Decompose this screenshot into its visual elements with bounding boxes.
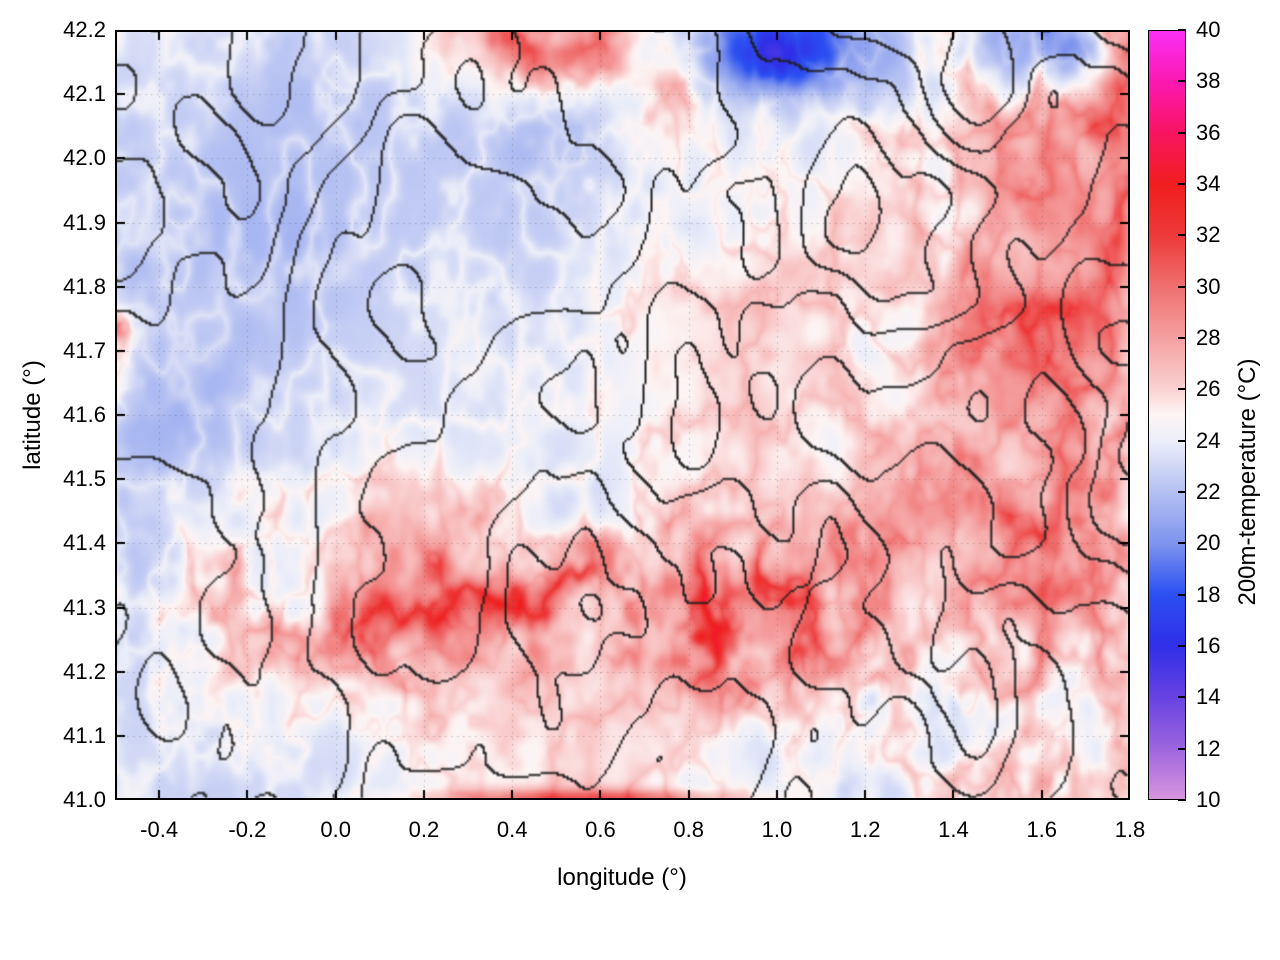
- temperature-heatmap-canvas: [115, 30, 1130, 800]
- y-tick-label: 41.3: [63, 594, 106, 620]
- y-tick-label: 42.0: [63, 145, 106, 171]
- colorbar-tick-label: 28: [1196, 325, 1221, 350]
- y-tick-label: 42.2: [63, 17, 106, 42]
- colorbar-tick-label: 18: [1196, 581, 1221, 607]
- x-tick-label: 0.6: [585, 817, 616, 842]
- colorbar-tick-label: 34: [1196, 171, 1221, 196]
- colorbar-tick-label: 30: [1196, 273, 1221, 299]
- x-tick-label: -0.4: [140, 817, 179, 842]
- y-tick-label: 42.1: [63, 81, 106, 107]
- y-tick-label: 41.9: [63, 209, 106, 235]
- y-tick-label: 41.8: [63, 273, 106, 299]
- y-tick-label: 41.2: [63, 658, 106, 684]
- y-tick-label: 41.0: [63, 787, 106, 812]
- x-tick-label: 1.8: [1114, 817, 1146, 842]
- x-tick-label: -0.2: [228, 817, 267, 842]
- y-tick-label: 41.6: [63, 402, 106, 427]
- colorbar-tick-mark: [1178, 593, 1186, 596]
- x-tick-label: 0.8: [673, 817, 704, 842]
- x-tick-label: 1.2: [849, 817, 881, 842]
- x-tick-label: 0.4: [496, 817, 528, 842]
- x-tick-label: 1.6: [1026, 817, 1058, 842]
- colorbar-tick-mark: [1178, 29, 1186, 31]
- colorbar-tick-label: 36: [1196, 119, 1221, 145]
- colorbar-label: 200m-temperature (°C): [1234, 358, 1261, 606]
- y-tick-label: 41.5: [63, 466, 106, 492]
- x-tick-label: 0.2: [408, 817, 440, 842]
- colorbar-tick-label: 20: [1196, 530, 1221, 556]
- colorbar-tick-label: 38: [1196, 68, 1221, 94]
- colorbar-tick-mark: [1178, 285, 1186, 288]
- x-axis-label: longitude (°): [557, 864, 687, 891]
- y-tick-label: 41.4: [63, 530, 106, 556]
- colorbar-tick-label: 32: [1196, 222, 1221, 248]
- colorbar-tick-mark: [1178, 696, 1186, 699]
- colorbar-tick-mark: [1178, 234, 1186, 237]
- colorbar-tick-mark: [1178, 131, 1186, 134]
- colorbar-tick-label: 24: [1196, 427, 1221, 453]
- colorbar-tick-label: 22: [1196, 479, 1221, 504]
- colorbar-tick-mark: [1178, 80, 1186, 83]
- colorbar-tick-label: 10: [1196, 787, 1221, 812]
- colorbar-gradient: [1148, 30, 1186, 800]
- x-tick-label: 1.0: [761, 817, 793, 842]
- colorbar-tick-mark: [1178, 645, 1186, 647]
- x-tick-label: 0.0: [320, 817, 351, 842]
- colorbar-tick-mark: [1178, 491, 1186, 493]
- colorbar-tick-mark: [1178, 388, 1186, 391]
- colorbar-tick-mark: [1178, 747, 1186, 750]
- colorbar-tick-label: 40: [1196, 17, 1221, 42]
- colorbar-tick-mark: [1178, 337, 1186, 339]
- colorbar-tick-mark: [1178, 183, 1186, 185]
- colorbar-tick-label: 12: [1196, 735, 1221, 761]
- colorbar-tick-label: 26: [1196, 376, 1221, 402]
- colorbar-tick-mark: [1178, 542, 1186, 545]
- colorbar-tick-label: 14: [1196, 684, 1221, 710]
- colorbar-tick-mark: [1178, 799, 1186, 801]
- colorbar-tick-mark: [1178, 439, 1186, 442]
- y-tick-label: 41.7: [63, 337, 106, 363]
- x-tick-label: 1.4: [938, 817, 969, 842]
- y-tick-label: 41.1: [63, 722, 106, 748]
- colorbar-tick-label: 16: [1196, 633, 1221, 658]
